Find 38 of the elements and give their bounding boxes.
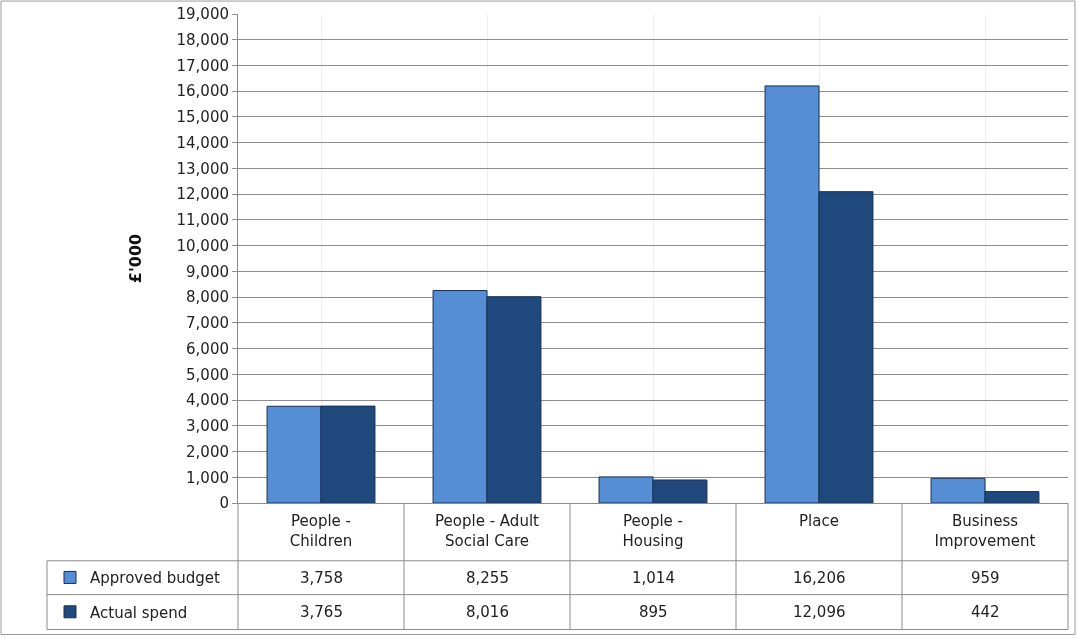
y-tick-label: 2,000 [186,442,229,461]
x-tick-label: People - Children [289,512,353,550]
data-label: 12,096 [793,603,846,621]
y-tick-label: 3,000 [186,417,229,436]
legend-label: Approved budget [90,569,221,588]
y-tick-label: 0 [219,494,229,513]
y-tick-label: 14,000 [176,133,229,152]
y-axis-title: £'000 [126,233,146,284]
y-tick-label: 11,000 [176,211,229,230]
data-label: 8,255 [466,569,509,587]
data-label: 3,758 [300,569,343,587]
x-tick-label: People - Housing [622,512,684,550]
y-tick-label: 7,000 [186,314,229,333]
x-tick-label: People - Adult Social Care [435,512,540,550]
y-tick-label: 9,000 [186,262,229,281]
data-label: 16,206 [793,569,846,587]
y-tick-label: 15,000 [176,108,229,127]
y-tick-label: 10,000 [176,236,229,255]
y-tick-label: 1,000 [186,468,229,487]
data-label: 1,014 [632,569,675,587]
data-label: 3,765 [300,603,343,621]
legend-label: Actual spend [90,603,188,622]
x-tick-label: Business Improvement [934,512,1036,550]
y-tick-label: 13,000 [176,159,229,178]
y-tick-label: 4,000 [186,391,229,410]
y-tick-label: 8,000 [186,288,229,307]
y-tick-label: 19,000 [176,5,229,24]
x-tick-label: Place [799,512,839,530]
y-tick-label: 17,000 [176,56,229,75]
y-tick-label: 12,000 [176,185,229,204]
y-tick-label: 5,000 [186,365,229,384]
y-tick-label: 18,000 [176,30,229,49]
data-label: 8,016 [466,603,509,621]
y-tick-label: 16,000 [176,82,229,101]
data-label: 959 [971,569,1000,587]
data-label: 442 [971,603,1000,621]
y-tick-label: 6,000 [186,339,229,358]
data-label: 895 [639,603,668,621]
